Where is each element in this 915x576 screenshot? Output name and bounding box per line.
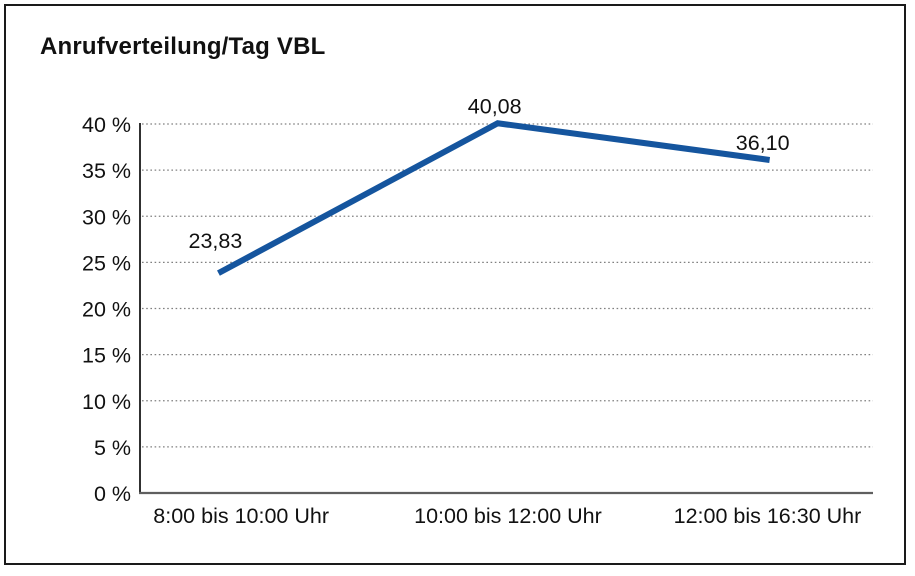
- gridlines: [142, 123, 873, 448]
- data-point-label: 23,83: [189, 229, 243, 253]
- data-series: 23,83 40,08 36,10: [189, 94, 790, 276]
- y-tick-label: 30 %: [82, 205, 131, 229]
- y-tick-label: 25 %: [82, 251, 131, 275]
- chart-title: Anrufverteilung/Tag VBL: [40, 33, 326, 60]
- chart-frame: [4, 4, 906, 565]
- data-line: [217, 120, 771, 276]
- axis-labels: 0 % 5 % 10 % 15 % 20 % 25 % 30 % 35 % 40 % 8:00 b…: [82, 113, 861, 528]
- data-point-label: 36,10: [736, 131, 790, 155]
- y-tick-label: 15 %: [82, 344, 131, 368]
- x-category-label: 12:00 bis 16:30 Uhr: [674, 504, 862, 528]
- y-tick-label: 35 %: [82, 159, 131, 183]
- y-tick-label: 20 %: [82, 298, 131, 322]
- x-category-label: 8:00 bis 10:00 Uhr: [153, 504, 329, 528]
- y-tick-label: 0 %: [94, 482, 131, 506]
- x-category-label: 10:00 bis 12:00 Uhr: [414, 504, 602, 528]
- data-point-label: 40,08: [468, 94, 522, 118]
- y-tick-label: 40 %: [82, 113, 131, 137]
- y-tick-label: 5 %: [94, 436, 131, 460]
- axes: [139, 123, 873, 495]
- y-tick-label: 10 %: [82, 390, 131, 414]
